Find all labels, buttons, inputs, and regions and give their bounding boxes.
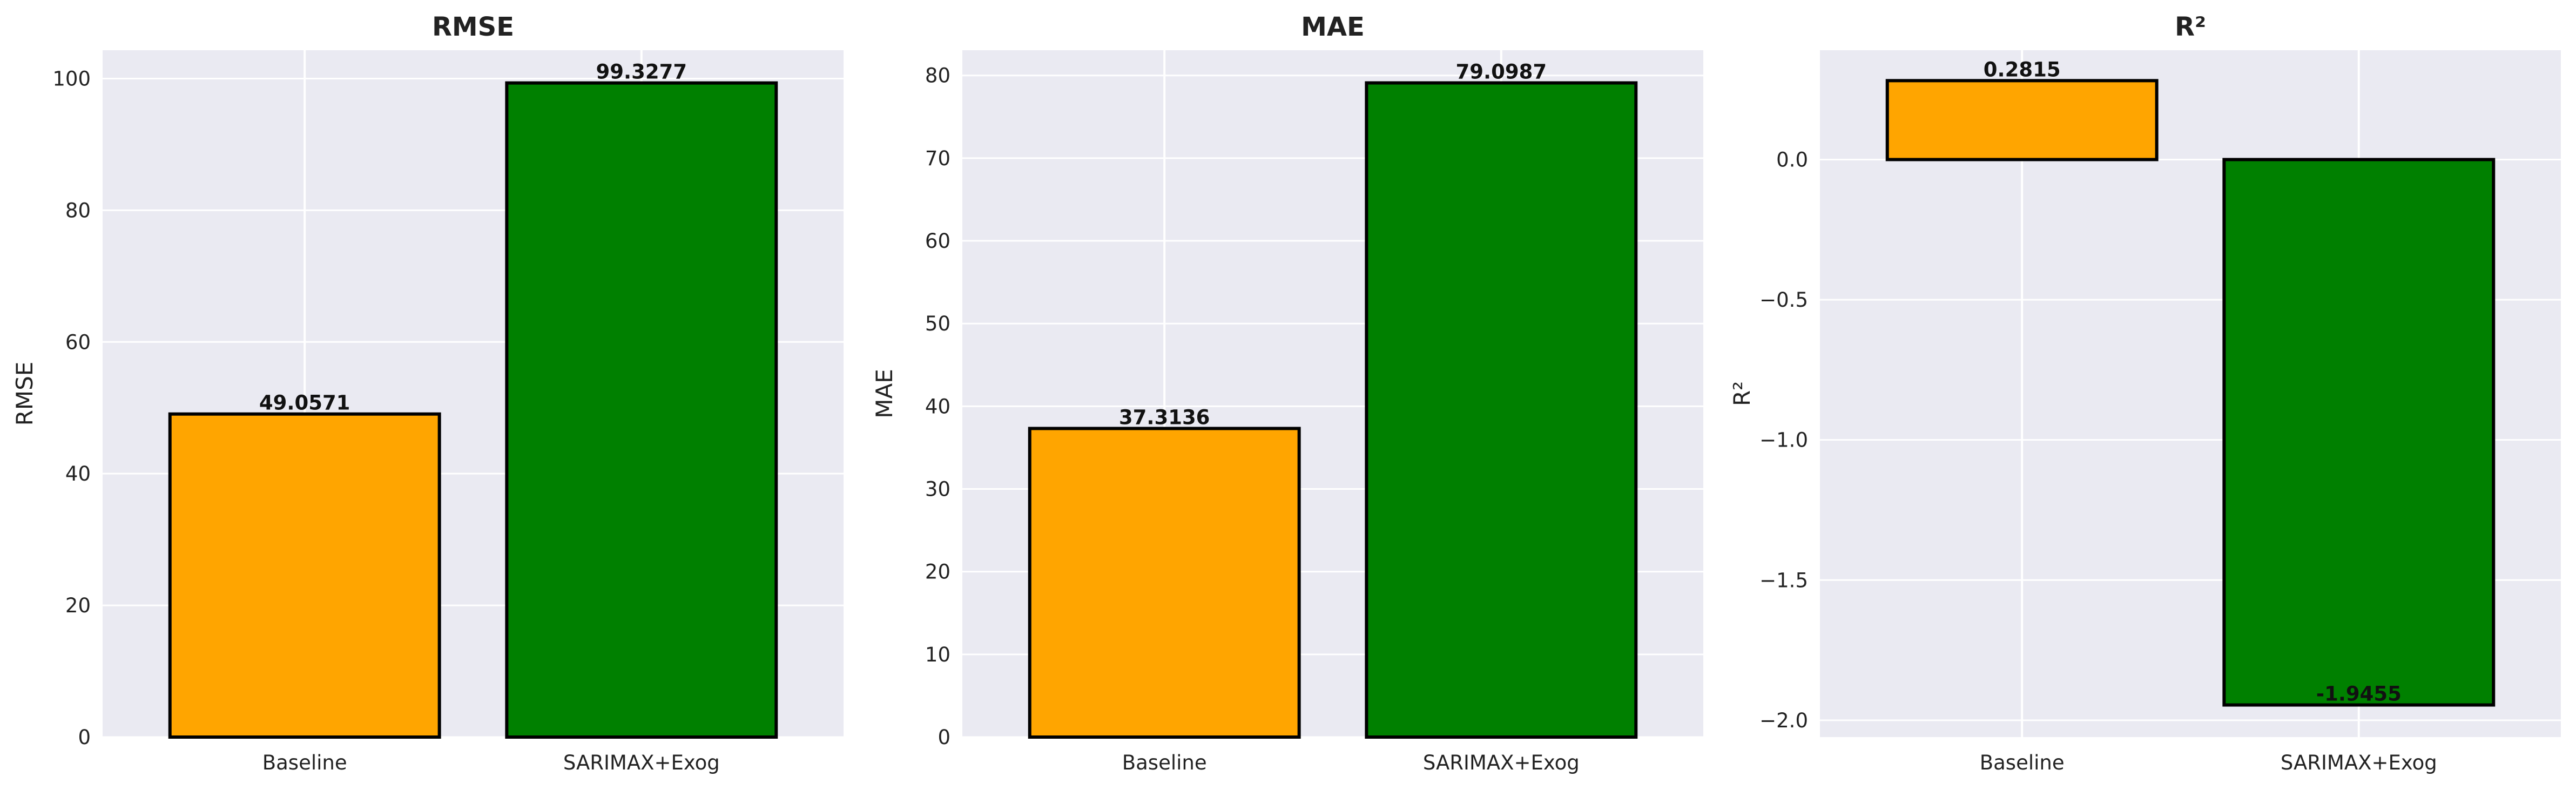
r2-xtick-label: Baseline — [1980, 751, 2065, 774]
rmse-ytick-label: 0 — [78, 726, 91, 749]
rmse-ytick-label: 80 — [65, 199, 91, 222]
r2-xtick-label: SARIMAX+Exog — [2281, 751, 2437, 774]
mae-ytick-label: 40 — [925, 395, 950, 418]
r2-value-label: 0.2815 — [1984, 58, 2061, 81]
mae-ytick-label: 80 — [925, 64, 950, 87]
rmse-panel: 0 20 40 60 80 100 49.0571 99.3277 Baseline SARIMA… — [11, 12, 844, 774]
rmse-bar-baseline — [168, 412, 441, 739]
mae-ytick-label: 30 — [925, 478, 950, 501]
r2-ytick-label: −0.5 — [1759, 288, 1808, 312]
rmse-ytick-label: 100 — [52, 67, 91, 90]
r2-chart-title: R² — [2175, 12, 2206, 42]
rmse-xtick-label: SARIMAX+Exog — [563, 751, 720, 774]
r2-bar-baseline — [1885, 79, 2159, 161]
r2-value-label: -1.9455 — [2316, 683, 2402, 706]
r2-ytick-label: −2.0 — [1759, 709, 1808, 732]
r2-ytick-label: −1.0 — [1759, 429, 1808, 452]
mae-xtick-label: Baseline — [1122, 751, 1207, 774]
mae-chart-title: MAE — [1301, 12, 1365, 42]
mae-xtick-label: SARIMAX+Exog — [1423, 751, 1580, 774]
rmse-value-label: 49.0571 — [259, 391, 350, 415]
r2-panel: 0.0 −0.5 −1.0 −1.5 −2.0 0.2815 -1.9455 Baseline… — [1729, 12, 2561, 774]
r2-ytick-label: −1.5 — [1759, 569, 1808, 592]
rmse-bar-sarimax-exog — [505, 81, 778, 739]
mae-ytick-label: 0 — [938, 726, 950, 749]
r2-y-axis-label: R² — [1729, 381, 1755, 406]
mae-ytick-label: 20 — [925, 561, 950, 584]
r2-bar-sarimax-exog — [2222, 158, 2496, 707]
rmse-chart-title: RMSE — [432, 12, 514, 42]
rmse-xtick-label: Baseline — [262, 751, 347, 774]
mae-ytick-label: 10 — [925, 643, 950, 666]
mae-panel: 0 10 20 30 40 50 60 70 80 37.3136 79.0987 Baseline S… — [871, 12, 1703, 774]
r2-ytick-label: 0.0 — [1776, 148, 1808, 171]
mae-ytick-label: 60 — [925, 229, 950, 253]
rmse-ytick-label: 40 — [65, 462, 91, 485]
rmse-ytick-label: 60 — [65, 330, 91, 354]
mae-bar-sarimax-exog — [1365, 81, 1638, 739]
rmse-y-axis-label: RMSE — [11, 362, 38, 426]
mae-value-label: 79.0987 — [1456, 60, 1547, 84]
rmse-value-label: 99.3277 — [596, 60, 687, 84]
mae-ytick-label: 50 — [925, 312, 950, 335]
mae-bar-baseline — [1028, 427, 1301, 739]
mae-value-label: 37.3136 — [1119, 406, 1210, 429]
mae-y-axis-label: MAE — [871, 369, 898, 418]
rmse-ytick-label: 20 — [65, 594, 91, 617]
mae-ytick-label: 70 — [925, 147, 950, 170]
